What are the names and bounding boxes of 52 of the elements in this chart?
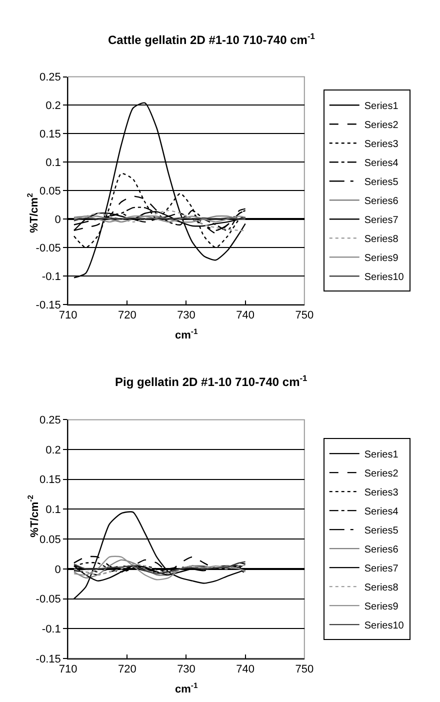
y-tick-label: 0.15 bbox=[39, 474, 61, 486]
legend-label: Series9 bbox=[364, 601, 399, 612]
x-tick-label: 750 bbox=[295, 310, 314, 322]
y-tick-label: 0 bbox=[54, 564, 61, 576]
y-tick-label: 0.1 bbox=[46, 157, 61, 169]
y-tick-label: -0.1 bbox=[42, 270, 61, 283]
x-axis-title: cm$^{-1}$ bbox=[175, 681, 198, 696]
y-tick-label: 0.05 bbox=[39, 534, 61, 546]
y-tick-label: -0.1 bbox=[42, 623, 61, 636]
x-tick-label: 740 bbox=[236, 310, 254, 322]
x-tick-label: 720 bbox=[118, 664, 136, 676]
legend-label: Series3 bbox=[364, 139, 399, 150]
legend-label: Series10 bbox=[364, 272, 404, 284]
x-tick-label: 740 bbox=[236, 664, 254, 676]
legend-label: Series1 bbox=[364, 101, 399, 112]
x-tick-label: 750 bbox=[295, 664, 314, 676]
y-tick-label: -0.15 bbox=[36, 299, 61, 312]
legend-label: Series4 bbox=[364, 506, 399, 518]
x-tick-label: 710 bbox=[58, 310, 78, 322]
legend-label: Series4 bbox=[364, 158, 399, 170]
legend-label: Series7 bbox=[364, 215, 399, 226]
y-tick-label: 0.1 bbox=[46, 504, 61, 516]
y-tick-label: 0.25 bbox=[39, 72, 61, 84]
legend-label: Series8 bbox=[364, 582, 399, 594]
x-tick-label: 710 bbox=[58, 664, 78, 676]
y-tick-label: -0.05 bbox=[36, 242, 61, 254]
x-tick-label: 730 bbox=[177, 310, 196, 322]
legend-label: Series6 bbox=[364, 544, 399, 556]
legend-label: Series2 bbox=[364, 468, 399, 480]
legend-label: Series9 bbox=[364, 253, 399, 264]
x-tick-label: 720 bbox=[118, 310, 136, 322]
chart-title: Pig gellatin 2D #1-10 710-740 cm$^{-1}$ bbox=[115, 373, 308, 390]
y-tick-label: 0.2 bbox=[46, 100, 61, 112]
legend-label: Series1 bbox=[364, 449, 399, 460]
legend-label: Series3 bbox=[364, 487, 399, 498]
legend-label: Series5 bbox=[364, 525, 399, 536]
y-tick-label: 0 bbox=[54, 214, 61, 226]
legend-label: Series10 bbox=[364, 620, 404, 632]
chart-title: Cattle gellatin 2D #1-10 710-740 cm$^{-1}$ bbox=[108, 31, 316, 48]
y-tick-label: 0.2 bbox=[46, 444, 61, 456]
legend-label: Series7 bbox=[364, 563, 399, 574]
x-tick-label: 730 bbox=[177, 664, 196, 676]
y-tick-label: 0.15 bbox=[39, 128, 61, 141]
legend-label: Series2 bbox=[364, 120, 399, 132]
y-tick-label: 0.25 bbox=[39, 414, 61, 427]
legend-label: Series6 bbox=[364, 196, 399, 208]
y-tick-label: -0.15 bbox=[36, 653, 61, 666]
y-tick-label: 0.05 bbox=[39, 185, 61, 198]
y-tick-label: -0.05 bbox=[36, 594, 61, 606]
x-axis-title: cm$^{-1}$ bbox=[175, 327, 198, 342]
legend-label: Series5 bbox=[364, 177, 399, 188]
legend-label: Series8 bbox=[364, 234, 399, 246]
